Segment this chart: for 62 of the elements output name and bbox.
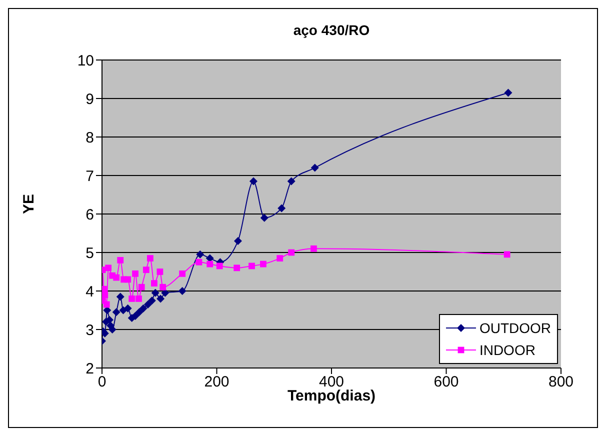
point (310, 245, 317, 252)
point (124, 276, 132, 283)
y-tick-label: 5 (86, 244, 94, 262)
point (132, 270, 138, 277)
point (276, 255, 284, 262)
point (156, 294, 165, 303)
point (160, 284, 166, 290)
point (103, 301, 110, 308)
x-tick-label: 600 (434, 374, 459, 391)
point (139, 304, 148, 312)
y-tick-label: 7 (86, 168, 94, 185)
y-tick-label: 9 (86, 90, 94, 108)
point (260, 214, 268, 222)
point (234, 236, 242, 245)
point (504, 251, 510, 258)
y-tick-label: 2 (86, 360, 94, 378)
y-axis-title: YE (20, 194, 38, 214)
point (138, 284, 145, 290)
point (504, 88, 512, 97)
point (116, 292, 124, 301)
point (260, 260, 266, 268)
point (144, 300, 152, 308)
point (178, 287, 186, 295)
y-tick-label: 3 (86, 322, 94, 339)
x-tick-label: 200 (204, 374, 230, 391)
y-tick-label: 6 (86, 206, 94, 224)
point (310, 164, 319, 172)
point (112, 308, 120, 316)
point (105, 264, 112, 272)
point (113, 274, 120, 281)
point (124, 304, 132, 312)
point (234, 264, 240, 272)
point (278, 204, 286, 212)
point (136, 296, 142, 302)
point (161, 288, 170, 297)
point (248, 262, 255, 270)
point (287, 177, 296, 186)
point (156, 268, 164, 275)
legend-label: OUTDOOR (479, 319, 551, 338)
x-tick-label: 800 (548, 374, 574, 391)
point (151, 280, 158, 286)
point (196, 250, 204, 258)
y-tick-label: 10 (77, 52, 94, 70)
point (102, 292, 108, 298)
point (142, 266, 150, 274)
point (179, 270, 186, 277)
y-tick-label: 8 (86, 129, 94, 146)
point (148, 296, 156, 305)
point (288, 249, 295, 256)
point (128, 296, 136, 302)
point (216, 262, 223, 270)
point (135, 308, 144, 316)
point (146, 255, 154, 262)
point (151, 288, 160, 297)
point (249, 177, 258, 186)
point (117, 257, 124, 264)
legend-label: INDOOR (479, 341, 536, 360)
x-tick-label: 0 (98, 374, 106, 391)
point (206, 260, 214, 268)
point (196, 258, 202, 266)
chart-title: aço 430/RO (292, 22, 371, 38)
y-tick-label: 4 (86, 283, 94, 300)
